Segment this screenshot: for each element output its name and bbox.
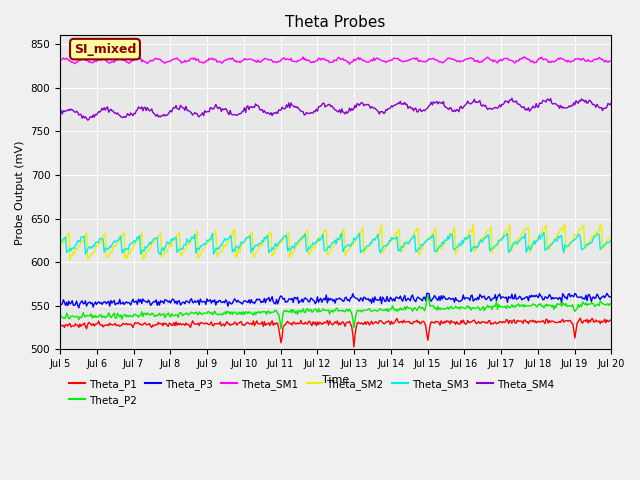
Theta_SM3 xyxy=(596,247,604,252)
Theta_SM2 xyxy=(56,242,64,248)
Theta_SM3 xyxy=(323,247,330,253)
Theta_P3 xyxy=(75,305,83,311)
Y-axis label: Probe Output (mV): Probe Output (mV) xyxy=(15,140,25,245)
Theta_P3 xyxy=(385,299,393,304)
Theta_P3 xyxy=(323,292,330,298)
Theta_SM1 xyxy=(607,58,615,64)
Title: Theta Probes: Theta Probes xyxy=(285,15,386,30)
Theta_SM2 xyxy=(506,222,513,228)
Theta_P3 xyxy=(356,298,364,304)
Theta_P3 xyxy=(509,296,517,302)
Theta_P2 xyxy=(596,298,604,304)
Theta_SM4 xyxy=(607,100,615,106)
Theta_P2 xyxy=(323,307,330,313)
Theta_P1 xyxy=(596,321,604,326)
Theta_P2 xyxy=(277,326,285,332)
Legend: Theta_P1, Theta_P2, Theta_P3, Theta_SM1, Theta_SM2, Theta_SM3, Theta_SM4: Theta_P1, Theta_P2, Theta_P3, Theta_SM1,… xyxy=(65,375,558,410)
Theta_SM2 xyxy=(66,257,74,263)
Theta_SM4 xyxy=(319,100,327,106)
X-axis label: Time: Time xyxy=(322,375,349,384)
Theta_SM1 xyxy=(596,56,604,61)
Theta_P1 xyxy=(577,315,584,321)
Theta_SM3 xyxy=(509,241,517,247)
Theta_SM1 xyxy=(318,56,326,61)
Theta_SM4 xyxy=(385,106,393,111)
Theta_SM4 xyxy=(56,110,64,116)
Theta_P3 xyxy=(595,296,603,301)
Line: Theta_SM1: Theta_SM1 xyxy=(60,57,611,64)
Theta_SM3 xyxy=(385,238,393,243)
Theta_SM2 xyxy=(323,227,330,233)
Theta_P2 xyxy=(319,306,327,312)
Line: Theta_P2: Theta_P2 xyxy=(60,296,611,329)
Theta_P2 xyxy=(56,313,64,319)
Theta_P3 xyxy=(607,294,615,300)
Theta_P3 xyxy=(319,297,327,302)
Theta_P1 xyxy=(385,319,393,324)
Theta_SM2 xyxy=(607,233,615,239)
Theta_SM1 xyxy=(56,58,64,63)
Theta_P2 xyxy=(356,308,364,314)
Theta_SM3 xyxy=(356,230,364,236)
Theta_P3 xyxy=(56,304,64,310)
Line: Theta_SM3: Theta_SM3 xyxy=(60,233,611,255)
Theta_SM3 xyxy=(540,230,548,236)
Theta_SM2 xyxy=(319,230,327,236)
Theta_SM1 xyxy=(520,54,528,60)
Theta_P2 xyxy=(385,307,393,312)
Theta_SM2 xyxy=(356,230,364,236)
Theta_SM4 xyxy=(596,105,604,110)
Theta_SM1 xyxy=(346,61,353,67)
Theta_SM4 xyxy=(323,103,330,109)
Theta_SM3 xyxy=(157,252,164,258)
Theta_SM2 xyxy=(510,243,518,249)
Theta_P1 xyxy=(509,318,517,324)
Theta_SM2 xyxy=(596,222,604,228)
Theta_SM1 xyxy=(356,57,364,62)
Theta_SM3 xyxy=(607,238,615,243)
Theta_P1 xyxy=(321,320,329,326)
Theta_P2 xyxy=(607,301,615,307)
Theta_SM3 xyxy=(319,231,327,237)
Text: SI_mixed: SI_mixed xyxy=(74,43,136,56)
Theta_P3 xyxy=(603,290,611,296)
Theta_SM3 xyxy=(56,238,64,244)
Theta_P1 xyxy=(350,344,358,350)
Theta_SM4 xyxy=(84,117,92,123)
Line: Theta_SM2: Theta_SM2 xyxy=(60,225,611,260)
Theta_P1 xyxy=(356,321,364,326)
Theta_P1 xyxy=(607,318,615,324)
Theta_SM4 xyxy=(508,96,516,101)
Theta_P2 xyxy=(424,293,432,299)
Line: Theta_P3: Theta_P3 xyxy=(60,293,611,308)
Theta_SM1 xyxy=(385,58,393,63)
Theta_SM4 xyxy=(356,103,364,108)
Theta_P1 xyxy=(56,323,64,329)
Theta_SM4 xyxy=(510,98,518,104)
Theta_SM1 xyxy=(321,57,329,63)
Theta_SM1 xyxy=(509,58,517,64)
Theta_SM2 xyxy=(385,240,393,246)
Line: Theta_SM4: Theta_SM4 xyxy=(60,98,611,120)
Theta_P1 xyxy=(318,322,326,327)
Theta_P2 xyxy=(510,303,518,309)
Line: Theta_P1: Theta_P1 xyxy=(60,318,611,347)
